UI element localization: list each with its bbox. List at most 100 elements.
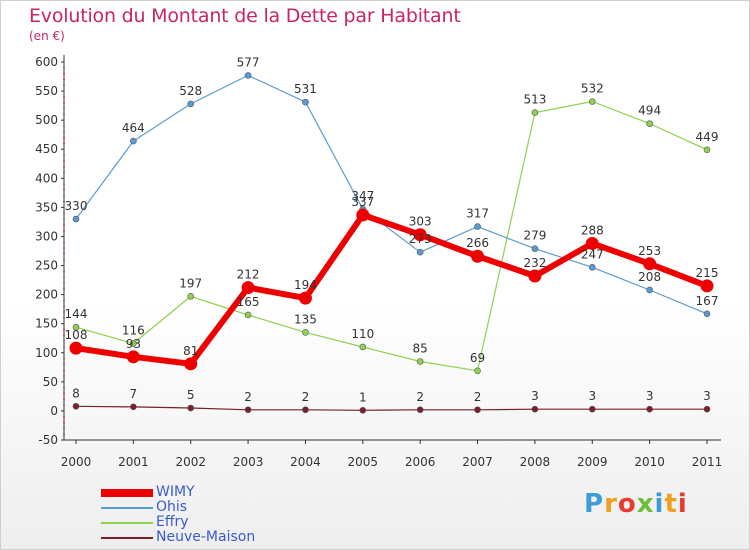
- data-label-ohis: 577: [237, 55, 260, 69]
- series-line-neuve-maison: [75, 405, 707, 411]
- data-point-wimy: [298, 291, 312, 305]
- data-point-ohis: [703, 310, 711, 318]
- data-label-ohis: 528: [179, 84, 202, 98]
- y-tick-label: 250: [35, 259, 58, 273]
- legend-label: Neuve-Maison: [156, 529, 256, 545]
- data-label-wimy: 93: [126, 337, 141, 351]
- data-point-wimy: [643, 257, 657, 271]
- data-label-ohis: 317: [466, 207, 489, 221]
- chart-title: Evolution du Montant de la Dette par Hab…: [29, 5, 461, 27]
- data-label-ohis: 247: [581, 247, 604, 261]
- x-tick-label: 2011: [692, 455, 723, 469]
- data-point-neuve-maison: [646, 405, 653, 413]
- x-tick-label: 2010: [634, 455, 665, 469]
- data-label-neuve-maison: 2: [302, 390, 310, 404]
- data-point-ohis: [187, 100, 195, 108]
- y-tick-label: -50: [38, 433, 58, 447]
- y-tick-label: 200: [35, 288, 58, 302]
- data-label-ohis: 347: [351, 189, 374, 203]
- data-label-ohis: 330: [65, 199, 88, 213]
- data-point-effry: [703, 146, 711, 154]
- data-label-effry: 513: [523, 93, 546, 107]
- y-tick-label: 150: [35, 317, 58, 331]
- data-label-effry: 69: [470, 351, 485, 365]
- data-point-effry: [531, 109, 539, 116]
- x-tick-label: 2006: [405, 455, 436, 469]
- legend-swatch: [101, 537, 153, 539]
- data-point-ohis: [646, 286, 653, 294]
- data-label-ohis: 167: [696, 294, 719, 308]
- data-label-wimy: 303: [409, 215, 432, 229]
- chart-unit: (en €): [29, 29, 65, 43]
- x-tick-label: 2000: [61, 455, 92, 469]
- y-tick-label: 0: [50, 404, 58, 418]
- data-point-effry: [130, 340, 137, 347]
- data-label-wimy: 215: [696, 266, 719, 280]
- data-label-ohis: 464: [122, 121, 145, 135]
- series-line-effry: [75, 100, 708, 372]
- data-label-neuve-maison: 1: [359, 390, 367, 404]
- data-label-wimy: 194: [294, 278, 317, 292]
- data-label-neuve-maison: 7: [130, 387, 138, 401]
- data-point-neuve-maison: [703, 405, 711, 413]
- data-point-neuve-maison: [72, 402, 80, 410]
- data-point-neuve-maison: [130, 403, 137, 411]
- data-point-ohis: [588, 263, 596, 271]
- data-label-ohis: 273: [409, 232, 432, 246]
- data-point-neuve-maison: [187, 404, 195, 412]
- data-point-effry: [588, 98, 596, 105]
- data-point-wimy: [471, 249, 485, 263]
- legend-swatch: [101, 522, 153, 524]
- x-tick-label: 2008: [520, 455, 551, 469]
- data-point-neuve-maison: [244, 406, 252, 414]
- y-tick-label: 550: [35, 84, 58, 98]
- data-point-neuve-maison: [474, 406, 481, 414]
- y-tick-label: 450: [35, 142, 58, 156]
- series-line-ohis: [75, 74, 708, 315]
- legend-swatch: [101, 507, 153, 509]
- data-point-neuve-maison: [588, 405, 596, 413]
- x-tick-label: 2003: [233, 455, 264, 469]
- data-label-wimy: 266: [466, 236, 489, 250]
- y-tick-label: 600: [35, 55, 58, 69]
- y-tick-label: 500: [35, 113, 58, 127]
- data-point-effry: [72, 323, 80, 331]
- data-point-effry: [646, 120, 653, 127]
- data-point-neuve-maison: [302, 406, 309, 414]
- data-label-wimy: 232: [523, 256, 546, 270]
- data-label-neuve-maison: 3: [646, 389, 654, 403]
- data-label-effry: 144: [65, 307, 88, 321]
- data-label-effry: 135: [294, 312, 317, 326]
- x-tick-label: 2007: [462, 455, 493, 469]
- data-label-effry: 85: [413, 341, 428, 355]
- data-point-wimy: [184, 357, 198, 371]
- data-label-effry: 532: [581, 82, 604, 96]
- x-tick-label: 2004: [290, 455, 321, 469]
- data-label-effry: 110: [351, 327, 374, 341]
- data-label-ohis: 279: [523, 229, 546, 243]
- data-label-effry: 116: [122, 323, 145, 337]
- data-point-neuve-maison: [416, 406, 424, 414]
- data-label-neuve-maison: 3: [588, 389, 596, 403]
- data-point-effry: [302, 329, 309, 336]
- data-label-ohis: 531: [294, 82, 317, 96]
- data-label-neuve-maison: 2: [416, 390, 424, 404]
- data-point-wimy: [241, 281, 255, 295]
- data-label-wimy: 337: [351, 195, 374, 209]
- data-point-wimy: [700, 279, 714, 293]
- legend-swatch: [101, 489, 153, 497]
- data-label-neuve-maison: 2: [244, 390, 252, 404]
- data-point-wimy: [126, 350, 140, 364]
- data-label-neuve-maison: 3: [703, 389, 711, 403]
- x-tick-label: 2002: [175, 455, 206, 469]
- x-tick-label: 2005: [348, 455, 379, 469]
- data-label-effry: 165: [237, 295, 260, 309]
- data-point-ohis: [302, 98, 309, 106]
- data-point-neuve-maison: [359, 407, 367, 414]
- data-point-wimy: [413, 228, 427, 242]
- data-label-neuve-maison: 3: [531, 389, 539, 403]
- data-label-wimy: 81: [183, 344, 198, 358]
- data-point-effry: [416, 358, 424, 365]
- data-label-wimy: 253: [638, 244, 661, 258]
